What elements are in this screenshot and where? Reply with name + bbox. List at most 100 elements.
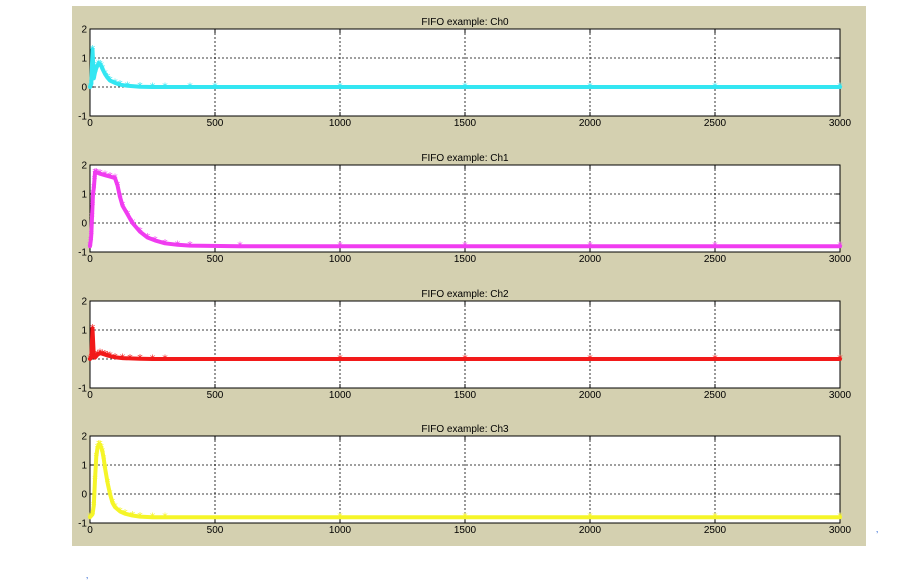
data-point-marker: * <box>90 43 96 56</box>
data-point-marker: * <box>837 240 843 253</box>
x-tick-label: 1500 <box>454 254 477 265</box>
data-point-marker: * <box>94 166 100 179</box>
chart-title: FIFO example: Ch1 <box>421 153 509 164</box>
series-line-ch1 <box>88 170 842 249</box>
data-point-marker: * <box>90 199 96 212</box>
data-point-marker: * <box>89 211 95 224</box>
data-point-marker: * <box>587 81 593 94</box>
data-point-marker: * <box>89 351 95 364</box>
y-tick-label: -1 <box>78 384 87 395</box>
stray-mark: ’ <box>86 576 89 587</box>
data-point-marker: * <box>90 508 96 521</box>
x-tick-label: 1500 <box>454 390 477 401</box>
x-tick-label: 1000 <box>329 254 352 265</box>
y-tick-label: -1 <box>78 248 87 259</box>
data-point-marker: * <box>107 170 113 183</box>
data-point-marker: * <box>150 81 156 94</box>
data-point-marker: * <box>112 76 118 89</box>
data-point-marker: * <box>137 80 143 93</box>
data-point-marker: * <box>105 349 111 362</box>
data-point-marker: * <box>462 353 468 366</box>
data-point-marker: * <box>100 63 106 76</box>
x-tick-label: 1000 <box>329 390 352 401</box>
data-point-marker: * <box>96 57 102 70</box>
chart-title: FIFO example: Ch3 <box>421 424 509 435</box>
data-point-marker: * <box>122 507 128 520</box>
data-point-marker: * <box>92 351 98 364</box>
data-point-marker: * <box>87 240 93 253</box>
data-point-marker: * <box>137 352 143 365</box>
data-point-marker: * <box>91 182 97 195</box>
data-point-marker: * <box>187 81 193 94</box>
x-tick-label: 0 <box>87 118 93 129</box>
data-point-marker: * <box>125 79 131 92</box>
x-tick-label: 2000 <box>579 118 602 129</box>
data-point-marker: * <box>127 352 133 365</box>
data-point-marker: * <box>130 509 136 522</box>
y-tick-label: 2 <box>81 297 87 308</box>
data-point-marker: * <box>97 167 103 180</box>
x-tick-label: 0 <box>87 390 93 401</box>
data-point-marker: * <box>105 71 111 84</box>
data-point-marker: * <box>105 476 111 489</box>
data-point-marker: * <box>102 169 108 182</box>
data-point-marker: * <box>712 81 718 94</box>
data-point-marker: * <box>587 511 593 524</box>
data-point-marker: * <box>162 237 168 250</box>
data-point-marker: * <box>102 67 108 80</box>
data-point-marker: * <box>94 450 100 463</box>
data-point-marker: * <box>587 240 593 253</box>
data-point-marker: * <box>162 353 168 366</box>
x-tick-label: 0 <box>87 525 93 536</box>
subplot-ch3: **************** * * * * * * * * * * *FIFO example:… <box>78 424 851 536</box>
x-tick-label: 1500 <box>454 525 477 536</box>
x-tick-label: 500 <box>207 525 224 536</box>
stray-mark: ’ <box>876 530 879 541</box>
data-point-marker: * <box>112 501 118 514</box>
data-point-marker: * <box>100 445 106 458</box>
data-point-marker: * <box>91 350 97 363</box>
y-tick-label: -1 <box>78 519 87 530</box>
x-tick-label: 1000 <box>329 118 352 129</box>
series-line-ch0 <box>88 47 842 89</box>
x-tick-label: 3000 <box>829 525 852 536</box>
subplot-ch1: *********** * * ******* * * * * * * * * * * *FIFO exam… <box>78 153 851 265</box>
x-tick-label: 2000 <box>579 525 602 536</box>
data-point-marker: * <box>94 62 100 75</box>
data-point-marker: * <box>100 347 106 360</box>
data-point-marker: * <box>115 179 121 192</box>
data-point-marker: * <box>87 511 93 524</box>
data-point-marker: * <box>107 488 113 501</box>
data-point-marker: * <box>112 351 118 364</box>
data-point-marker: * <box>92 473 98 486</box>
data-point-marker: * <box>117 190 123 203</box>
data-point-marker: * <box>89 78 95 91</box>
data-point-marker: * <box>92 173 98 186</box>
x-tick-label: 500 <box>207 254 224 265</box>
data-point-marker: * <box>99 60 105 73</box>
data-point-marker: * <box>337 81 343 94</box>
data-point-marker: * <box>120 352 126 365</box>
chart-title: FIFO example: Ch2 <box>421 289 509 300</box>
data-point-marker: * <box>337 511 343 524</box>
data-point-marker: * <box>88 234 94 247</box>
data-point-marker: * <box>97 58 103 71</box>
x-tick-label: 2000 <box>579 254 602 265</box>
x-tick-label: 2500 <box>704 525 727 536</box>
data-point-marker: * <box>102 348 108 361</box>
data-point-marker: * <box>137 510 143 523</box>
y-tick-label: 2 <box>81 432 87 443</box>
y-tick-label: 2 <box>81 25 87 36</box>
data-point-marker: * <box>112 172 118 185</box>
y-tick-label: 0 <box>81 219 87 230</box>
series-line-ch3 <box>88 442 842 520</box>
x-tick-label: 500 <box>207 118 224 129</box>
series-line-ch2 <box>88 326 842 361</box>
figure-window: * * * * * * * * * * * * * * * * * * * * * * * * * * * FIFO example:… <box>72 6 866 546</box>
data-point-marker: * <box>137 225 143 238</box>
x-tick-label: 2500 <box>704 390 727 401</box>
data-point-marker: * <box>87 353 93 366</box>
x-tick-label: 2500 <box>704 118 727 129</box>
x-tick-label: 0 <box>87 254 93 265</box>
chart-title: FIFO example: Ch0 <box>421 17 509 28</box>
